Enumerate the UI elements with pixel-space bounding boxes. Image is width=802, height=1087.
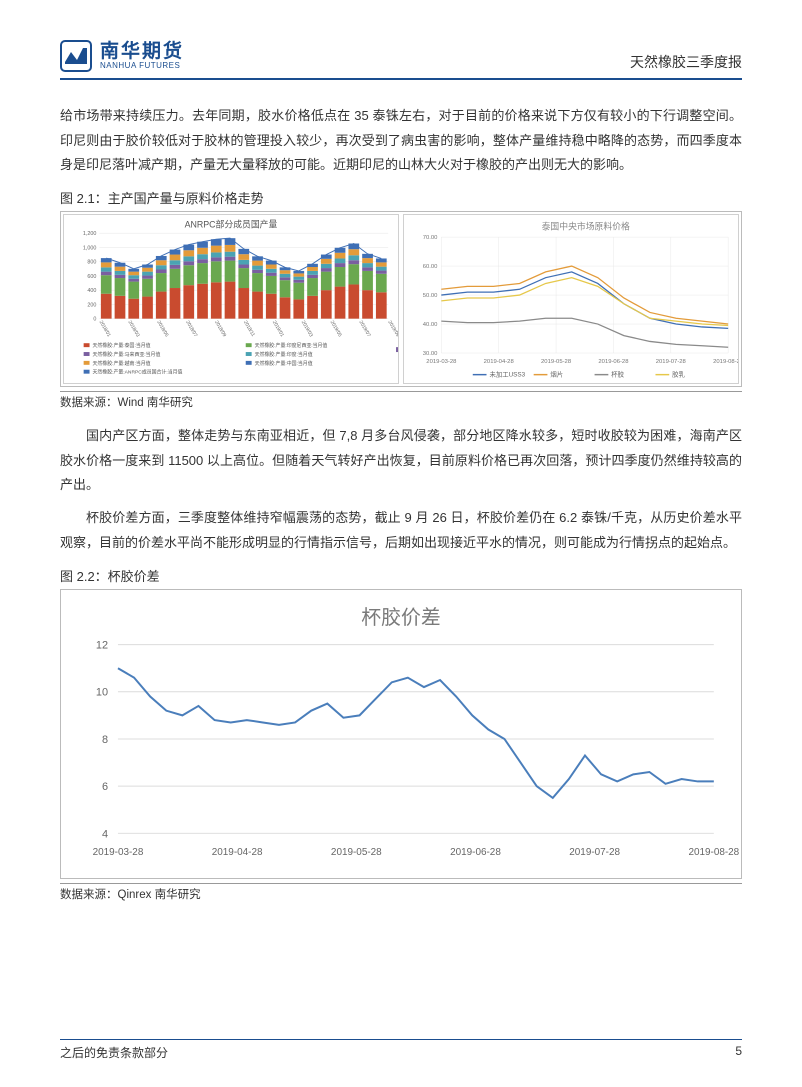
svg-text:2019-04-28: 2019-04-28 [212, 847, 263, 858]
fig22-source: 数据来源：Qinrex 南华研究 [60, 883, 742, 902]
svg-text:60.00: 60.00 [423, 264, 438, 270]
svg-text:200: 200 [87, 302, 96, 308]
svg-text:杯胶: 杯胶 [611, 370, 624, 379]
svg-text:天然橡胶:产量:泰国:当月值: 天然橡胶:产量:泰国:当月值 [92, 342, 150, 349]
svg-text:2019-06-28: 2019-06-28 [450, 847, 501, 858]
svg-text:天然橡胶:产量:中国:当月值: 天然橡胶:产量:中国:当月值 [255, 360, 313, 367]
svg-text:2019/07: 2019/07 [358, 320, 372, 339]
fig22-chart-panel: 杯胶价差 4 6 8 10 12 2019-03-28 2019-04-28 2019-05-2… [60, 589, 742, 879]
chart-thai-price: 泰国中央市场原料价格 30.00 40.00 50.00 60.00 70.00 2019-… [404, 215, 738, 383]
footer-disclaimer: 之后的免责条款部分 [60, 1044, 168, 1061]
svg-text:0: 0 [93, 317, 96, 323]
para-2: 国内产区方面，整体走势与东南亚相近，但 7,8 月多台风侵袭，部分地区降水较多，… [60, 424, 742, 498]
page-footer: 之后的免责条款部分 5 [60, 1039, 742, 1061]
logo-en: NANHUA FUTURES [100, 61, 184, 71]
svg-text:2018/09: 2018/09 [213, 320, 227, 339]
svg-text:2019-05-28: 2019-05-28 [331, 847, 382, 858]
svg-text:600: 600 [87, 274, 96, 280]
svg-text:2018/03: 2018/03 [127, 320, 141, 339]
svg-text:30.00: 30.00 [423, 351, 438, 357]
svg-text:1,000: 1,000 [83, 245, 97, 251]
page-header: 南华期货 NANHUA FUTURES 天然橡胶三季度报 [60, 40, 742, 80]
svg-text:泰国中央市场原料价格: 泰国中央市场原料价格 [542, 220, 630, 231]
svg-text:2019-05-28: 2019-05-28 [541, 359, 572, 365]
svg-text:2019/01: 2019/01 [271, 320, 285, 339]
svg-text:2018/11: 2018/11 [242, 320, 256, 338]
para-3: 杯胶价差方面，三季度整体维持窄幅震荡的态势，截止 9 月 26 日，杯胶价差仍在… [60, 506, 742, 555]
svg-text:2019-08-28: 2019-08-28 [688, 847, 739, 858]
chart-right-panel: 泰国中央市场原料价格 30.00 40.00 50.00 60.00 70.00 2019-… [403, 214, 739, 384]
svg-text:杯胶价差: 杯胶价差 [361, 606, 440, 628]
svg-text:2019-03-28: 2019-03-28 [426, 359, 457, 365]
svg-text:1,200: 1,200 [83, 231, 97, 237]
svg-text:50.00: 50.00 [423, 293, 438, 299]
svg-text:2019-04-28: 2019-04-28 [484, 359, 515, 365]
svg-text:烟片: 烟片 [550, 370, 563, 379]
logo-cn: 南华期货 [100, 42, 184, 61]
footer-page-number: 5 [735, 1044, 742, 1061]
fig21-source: 数据来源：Wind 南华研究 [60, 391, 742, 410]
svg-text:天然橡胶:产量:印度:当月值: 天然橡胶:产量:印度:当月值 [255, 351, 313, 358]
svg-text:12: 12 [96, 639, 108, 651]
svg-text:2019-06-28: 2019-06-28 [598, 359, 629, 365]
svg-text:2019-03-28: 2019-03-28 [93, 847, 144, 858]
svg-text:10: 10 [96, 686, 108, 698]
svg-text:2018/05: 2018/05 [155, 320, 169, 339]
svg-text:40.00: 40.00 [423, 322, 438, 328]
svg-text:400: 400 [87, 288, 96, 294]
svg-text:2018/07: 2018/07 [184, 320, 198, 339]
fig22-caption: 图 2.2：杯胶价差 [60, 566, 742, 585]
svg-text:天然橡胶:产量:ANRPC成员国合计:当月值: 天然橡胶:产量:ANRPC成员国合计:当月值 [92, 369, 182, 376]
doc-title: 天然橡胶三季度报 [630, 52, 742, 72]
svg-text:8: 8 [102, 733, 108, 745]
logo-icon [60, 40, 92, 72]
svg-text:天然橡胶:产量:马来西亚:当月值: 天然橡胶:产量:马来西亚:当月值 [92, 351, 160, 358]
fig21-caption: 图 2.1：主产国产量与原料价格走势 [60, 188, 742, 207]
svg-text:2019-07-28: 2019-07-28 [569, 847, 620, 858]
svg-text:胶乳: 胶乳 [672, 370, 685, 379]
svg-text:4: 4 [102, 828, 108, 840]
chart-anrpc: ANRPC部分成员国产量 0 200 400 600 800 1,000 1,200 2018/… [64, 215, 398, 383]
svg-text:6: 6 [102, 781, 108, 793]
svg-text:70.00: 70.00 [423, 235, 438, 241]
svg-text:天然橡胶:产量:印度尼西亚:当月值: 天然橡胶:产量:印度尼西亚:当月值 [255, 342, 328, 349]
svg-text:2019-08-28: 2019-08-28 [713, 359, 738, 365]
svg-text:天然橡胶:产量:越南:当月值: 天然橡胶:产量:越南:当月值 [92, 360, 150, 367]
para-1: 给市场带来持续压力。去年同期，胶水价格低点在 35 泰铢左右，对于目前的价格来说… [60, 104, 742, 178]
logo-block: 南华期货 NANHUA FUTURES [60, 40, 184, 72]
chart-left-panel: ANRPC部分成员国产量 0 200 400 600 800 1,000 1,200 2018/… [63, 214, 399, 384]
svg-text:800: 800 [87, 260, 96, 266]
svg-text:2019/03: 2019/03 [300, 320, 314, 339]
svg-text:ANRPC部分成员国产量: ANRPC部分成员国产量 [185, 218, 278, 229]
svg-text:2019/09: 2019/09 [386, 320, 398, 339]
fig21-charts: ANRPC部分成员国产量 0 200 400 600 800 1,000 1,200 2018/… [60, 211, 742, 387]
chart-cup-spread: 杯胶价差 4 6 8 10 12 2019-03-28 2019-04-28 2019-05-2… [61, 590, 741, 878]
svg-text:2019/05: 2019/05 [329, 320, 343, 339]
svg-text:2018/01: 2018/01 [98, 320, 112, 339]
svg-text:未加工USS3: 未加工USS3 [489, 370, 525, 379]
svg-text:2019-07-28: 2019-07-28 [656, 359, 687, 365]
